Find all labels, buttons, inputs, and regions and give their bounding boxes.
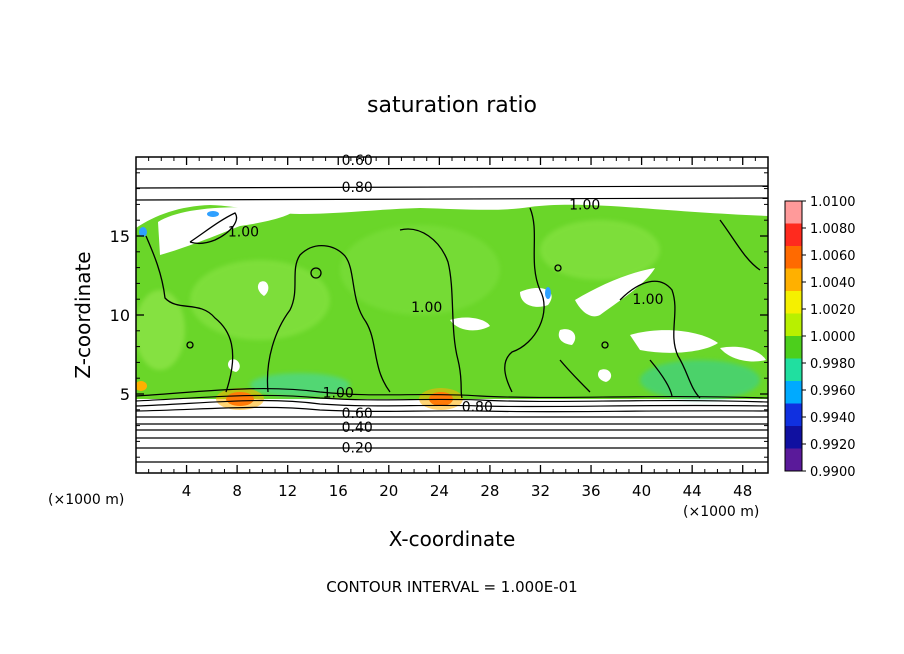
- x-tick-label: 28: [480, 482, 499, 500]
- colorbar-segment: [785, 268, 802, 292]
- x-unit-left: (×1000 m): [48, 492, 124, 508]
- dry-patches: [139, 211, 551, 299]
- x-tick-label: 4: [182, 482, 192, 500]
- y-axis-label: Z-coordinate: [71, 251, 95, 378]
- contour-label: 1.00: [323, 385, 354, 401]
- colorbar-label: 1.0060: [810, 249, 856, 264]
- x-tick-label: 16: [329, 482, 348, 500]
- colorbar-label: 1.0020: [810, 303, 856, 318]
- y-tick-label: 5: [120, 385, 130, 404]
- colorbar-label: 0.9940: [810, 411, 856, 426]
- colorbar-label: 1.0100: [810, 195, 856, 210]
- x-tick-label: 32: [531, 482, 550, 500]
- contour-label: 0.80: [342, 180, 373, 196]
- colorbar-segment: [785, 358, 802, 382]
- contour-lines-one: [145, 207, 761, 399]
- x-unit-right: (×1000 m): [683, 504, 759, 520]
- x-tick-label: 44: [683, 482, 702, 500]
- colorbar-label: 0.9900: [810, 465, 856, 480]
- contour-label: 0.60: [342, 153, 373, 169]
- y-axis-ticks: 5 10 15: [110, 172, 768, 458]
- contour-label: 0.60: [342, 406, 373, 422]
- colorbar-label: 0.9980: [810, 357, 856, 372]
- colorbar-label: 1.0040: [810, 276, 856, 291]
- contour-label: 0.20: [342, 441, 373, 457]
- contour-label: 1.00: [632, 292, 663, 308]
- contour-label: 1.00: [569, 197, 600, 213]
- chart-title: saturation ratio: [367, 93, 537, 118]
- contour-interval-note: CONTOUR INTERVAL = 1.000E-01: [326, 578, 577, 596]
- colorbar-segment: [785, 313, 802, 337]
- colorbar-segment: [785, 246, 802, 269]
- x-axis-label: X-coordinate: [389, 527, 516, 551]
- contour-label: 1.00: [228, 224, 259, 240]
- contour-label: 0.40: [342, 420, 373, 436]
- colorbar-segment: [785, 223, 802, 247]
- colorbar-label: 0.9920: [810, 438, 856, 453]
- plot-area: [136, 157, 768, 473]
- colorbar-segment: [785, 381, 802, 404]
- y-tick-label: 10: [110, 306, 130, 325]
- y-tick-label: 15: [110, 227, 130, 246]
- colorbar-label: 0.9960: [810, 384, 856, 399]
- x-tick-label: 12: [278, 482, 297, 500]
- x-tick-label: 40: [632, 482, 651, 500]
- colorbar: 1.0100 1.0080 1.0060 1.0040 1.0020 1.0000 0.99…: [784, 195, 856, 480]
- colorbar-segment: [785, 403, 802, 427]
- contour-label: 1.00: [411, 300, 442, 316]
- x-tick-label: 36: [581, 482, 600, 500]
- x-tick-label: 24: [430, 482, 449, 500]
- colorbar-segment: [785, 448, 802, 472]
- x-tick-label: 20: [379, 482, 398, 500]
- contour-labels: 0.600.801.001.001.00 1.001.000.800.600.40…: [228, 153, 664, 457]
- colorbar-segment: [785, 426, 802, 449]
- x-tick-label: 8: [232, 482, 242, 500]
- x-tick-label: 48: [733, 482, 752, 500]
- colorbar-segment: [785, 336, 802, 359]
- colorbar-segment: [785, 201, 802, 224]
- colorbar-label: 1.0000: [810, 330, 856, 345]
- colorbar-label: 1.0080: [810, 222, 856, 237]
- x-axis-ticks: 4 8 12 16 20 24 28 32 36 40 44 48: [148, 157, 756, 500]
- colorbar-segment: [785, 291, 802, 314]
- contour-label: 0.80: [462, 400, 493, 416]
